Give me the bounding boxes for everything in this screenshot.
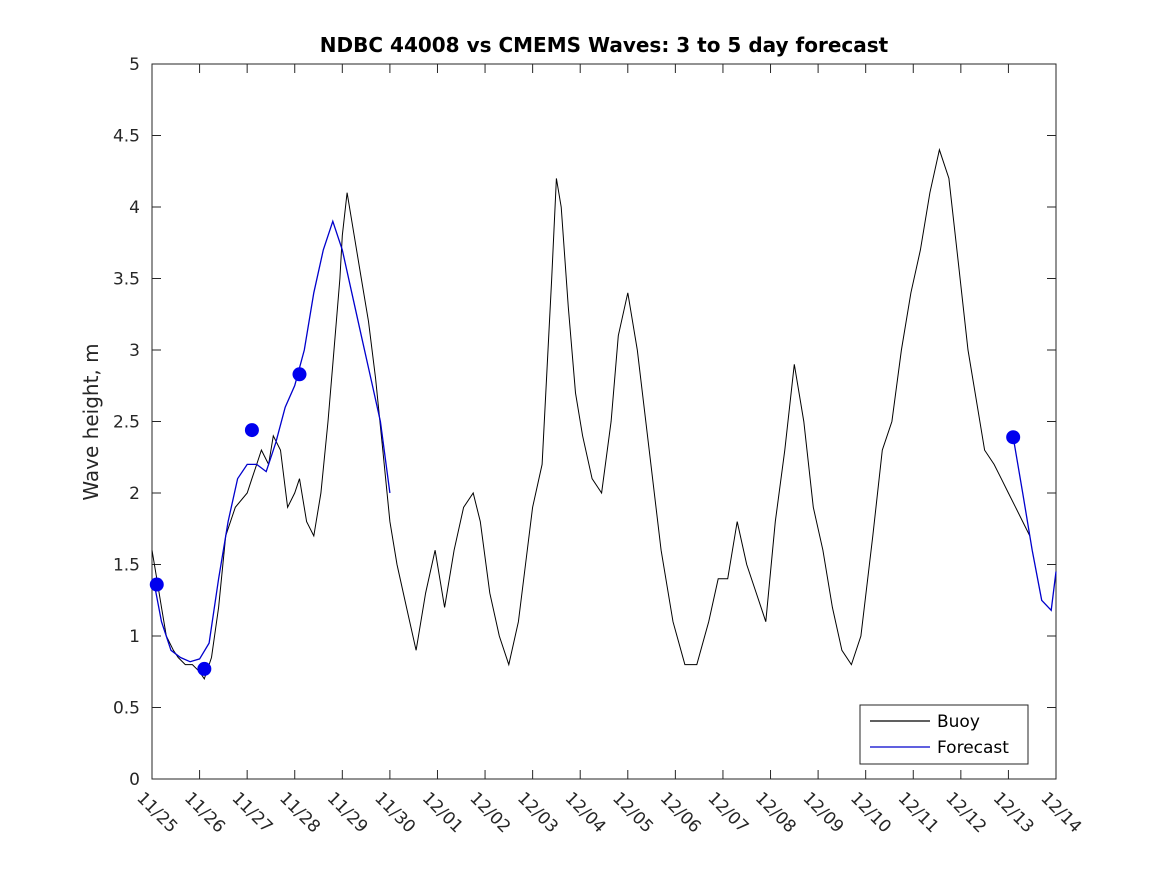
legend-buoy-label: Buoy (937, 712, 980, 732)
y-tick-label: 2 (129, 484, 140, 504)
forecast-marker (197, 661, 212, 676)
y-tick-label: 0.5 (113, 699, 140, 719)
legend-box (859, 704, 1029, 765)
series-line-buoy (151, 147, 1031, 681)
legend-forecast-label: Forecast (937, 738, 1009, 758)
y-tick-label: 4 (129, 198, 140, 218)
chart-title: NDBC 44008 vs CMEMS Waves: 3 to 5 day fo… (320, 33, 889, 57)
forecast-marker (292, 367, 307, 382)
y-tick-label: 3.5 (113, 270, 140, 290)
y-tick-label: 2.5 (113, 413, 140, 433)
series-line-forecast (153, 219, 391, 663)
y-tick-label: 0 (129, 770, 140, 790)
y-tick-label: 3 (129, 341, 140, 361)
legend: Buoy Forecast (859, 704, 1029, 765)
y-tick-label: 1 (129, 627, 140, 647)
series-line-forecast-2 (1012, 437, 1057, 612)
y-tick-label: 5 (129, 55, 140, 75)
y-tick-label: 4.5 (113, 127, 140, 147)
y-axis-label: Wave height, m (79, 343, 103, 500)
y-tick-label: 1.5 (113, 556, 140, 576)
forecast-marker (244, 423, 259, 438)
forecast-marker (1006, 430, 1021, 445)
forecast-marker (149, 577, 164, 592)
